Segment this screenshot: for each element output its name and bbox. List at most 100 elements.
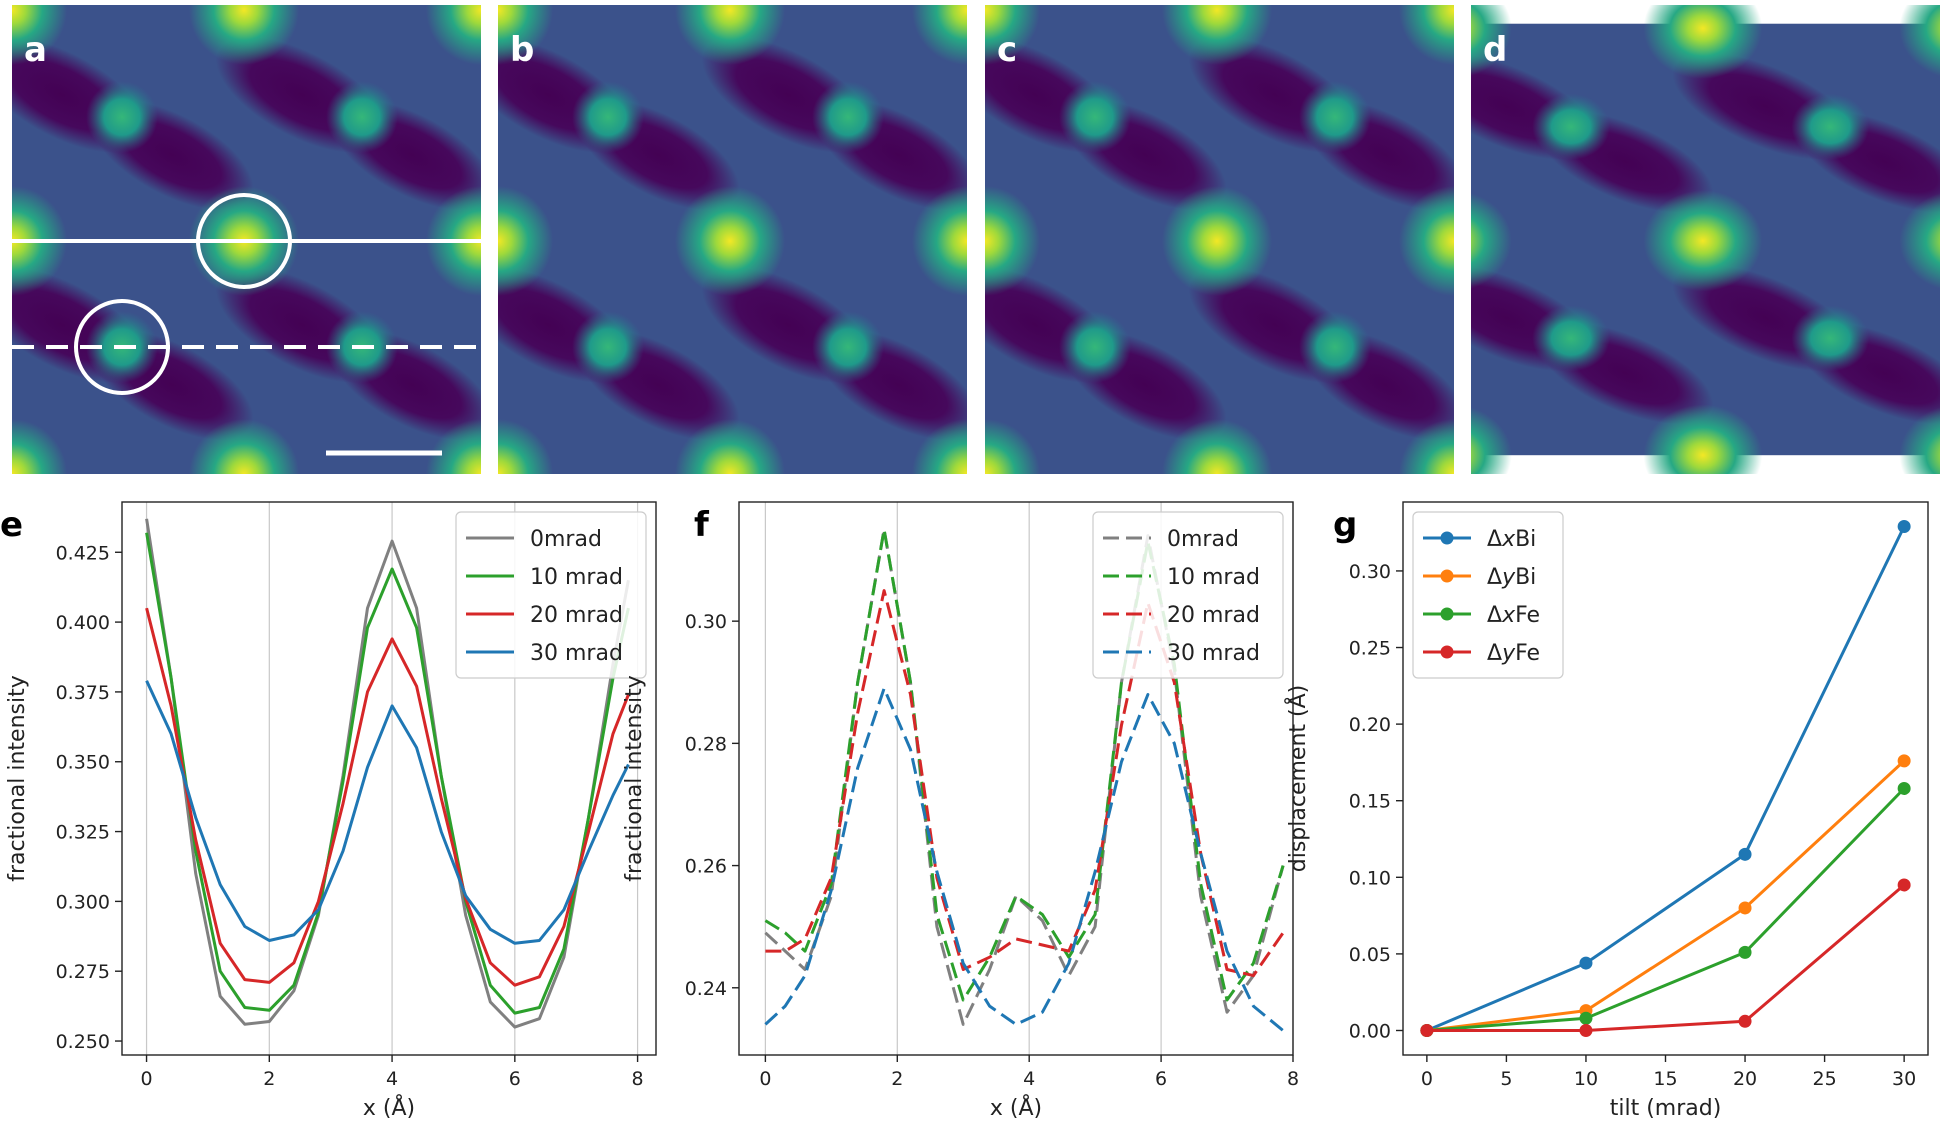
legend: 0mrad 10 mrad 20 mrad 30 mrad bbox=[1092, 511, 1284, 679]
series-line-3 bbox=[1426, 883, 1906, 1032]
legend-label: 20 mrad bbox=[1167, 603, 1260, 628]
legend-label-var: x bbox=[1501, 527, 1516, 552]
series-line-0 bbox=[1426, 525, 1906, 1032]
series-line-3 bbox=[764, 686, 1285, 1032]
x-axis-label: x (Å) bbox=[363, 1094, 415, 1121]
y-tick-label: 0.25 bbox=[1349, 638, 1391, 660]
x-tick-label: 25 bbox=[1812, 1068, 1836, 1090]
data-point bbox=[1738, 1014, 1752, 1028]
legend-label: ΔyBi bbox=[1487, 565, 1536, 590]
legend-label-suffix: Fe bbox=[1515, 603, 1540, 628]
x-axis-label: x (Å) bbox=[990, 1094, 1042, 1121]
x-tick-label: 2 bbox=[263, 1068, 275, 1090]
legend-box bbox=[1092, 511, 1284, 679]
data-point bbox=[1897, 520, 1911, 534]
image-panel-a: a bbox=[12, 5, 481, 474]
legend-label: 0mrad bbox=[530, 527, 602, 552]
x-tick-label: 4 bbox=[386, 1068, 398, 1090]
y-tick-label: 0.375 bbox=[56, 682, 110, 704]
intensity-map-a bbox=[12, 5, 481, 474]
legend-label-prefix: Δ bbox=[1487, 527, 1502, 552]
y-axis-label: fractional intensity bbox=[5, 675, 30, 881]
series-line-2 bbox=[145, 607, 630, 987]
x-tick-label: 0 bbox=[141, 1068, 153, 1090]
series-line-1 bbox=[145, 532, 630, 1015]
x-tick-label: 6 bbox=[509, 1068, 521, 1090]
y-tick-label: 0.325 bbox=[56, 822, 110, 844]
legend-label: 30 mrad bbox=[530, 641, 623, 666]
chart-e: 0 2 4 6 8 0.250 0.275 0.300 0.325 0.350 0.375 0.400… bbox=[5, 501, 657, 1121]
x-tick-label: 8 bbox=[1287, 1068, 1299, 1090]
x-tick-label: 30 bbox=[1892, 1068, 1916, 1090]
legend-label: ΔxFe bbox=[1487, 603, 1540, 628]
panel-label-a: a bbox=[24, 30, 47, 70]
y-tick-label: 0.425 bbox=[56, 542, 110, 564]
legend-label: 30 mrad bbox=[1167, 641, 1260, 666]
x-tick-label: 15 bbox=[1653, 1068, 1677, 1090]
image-panel-c: c bbox=[985, 5, 1454, 474]
legend-label-prefix: Δ bbox=[1487, 565, 1502, 590]
panel-label-g: g bbox=[1333, 505, 1358, 545]
x-tick-label: 2 bbox=[891, 1068, 903, 1090]
image-panel-d: d bbox=[1471, 5, 1940, 474]
panel-label-c: c bbox=[997, 30, 1018, 70]
y-tick-label: 0.24 bbox=[685, 978, 727, 1000]
y-tick-label: 0.400 bbox=[56, 612, 110, 634]
legend-label-prefix: Δ bbox=[1487, 603, 1502, 628]
y-tick-label: 0.10 bbox=[1349, 867, 1391, 889]
y-tick-label: 0.300 bbox=[56, 891, 110, 913]
x-axis-label: tilt (mrad) bbox=[1610, 1096, 1722, 1121]
data-point bbox=[1897, 754, 1911, 768]
chart-g: 0 5 10 15 20 25 30 0.00 0.05 0.10 0.15 0.20 0.25 0.30… bbox=[1284, 501, 1929, 1121]
legend-label: ΔxBi bbox=[1487, 527, 1536, 552]
data-point bbox=[1579, 1023, 1593, 1037]
legend-label-var: x bbox=[1501, 603, 1516, 628]
x-tick-label: 10 bbox=[1574, 1068, 1598, 1090]
legend-label: ΔyFe bbox=[1487, 641, 1540, 666]
data-point bbox=[1897, 781, 1911, 795]
x-tick-label: 20 bbox=[1733, 1068, 1757, 1090]
legend-marker bbox=[1440, 645, 1454, 659]
data-point bbox=[1897, 878, 1911, 892]
y-tick-label: 0.15 bbox=[1349, 791, 1391, 813]
chart-f: 0 2 4 6 8 0.24 0.26 0.28 0.30 x (Å) fractional int… bbox=[622, 501, 1299, 1121]
x-tick-label: 0 bbox=[1421, 1068, 1433, 1090]
legend-box bbox=[455, 511, 647, 679]
legend-box bbox=[1412, 511, 1564, 679]
y-tick-label: 0.250 bbox=[56, 1031, 110, 1053]
legend-label: 20 mrad bbox=[530, 603, 623, 628]
data-point bbox=[1579, 956, 1593, 970]
legend-label-suffix: Bi bbox=[1515, 527, 1536, 552]
legend-marker bbox=[1440, 531, 1454, 545]
y-tick-label: 0.28 bbox=[685, 733, 727, 755]
y-tick-label: 0.05 bbox=[1349, 944, 1391, 966]
legend-label-suffix: Fe bbox=[1515, 641, 1540, 666]
legend: 0mrad 10 mrad 20 mrad 30 mrad bbox=[455, 511, 647, 679]
panel-label-f: f bbox=[694, 505, 709, 545]
legend-label-var: y bbox=[1501, 641, 1516, 666]
y-tick-label: 0.20 bbox=[1349, 714, 1391, 736]
series-line-3 bbox=[145, 680, 630, 945]
legend-marker bbox=[1440, 569, 1454, 583]
y-tick-label: 0.30 bbox=[685, 611, 727, 633]
bi-column-circle bbox=[196, 193, 292, 289]
series-line-0 bbox=[145, 518, 630, 1029]
legend-label-prefix: Δ bbox=[1487, 641, 1502, 666]
y-axis-label: displacement (Å) bbox=[1284, 685, 1311, 872]
legend-marker bbox=[1440, 607, 1454, 621]
data-point bbox=[1738, 945, 1752, 959]
y-tick-label: 0.350 bbox=[56, 752, 110, 774]
legend-label: 10 mrad bbox=[1167, 565, 1260, 590]
axes-frame bbox=[121, 501, 657, 1056]
data-point bbox=[1738, 901, 1752, 915]
series-line-2 bbox=[765, 589, 1285, 978]
y-tick-label: 0.275 bbox=[56, 961, 110, 983]
y-tick-label: 0.26 bbox=[685, 856, 727, 878]
y-tick-label: 0.00 bbox=[1349, 1020, 1391, 1042]
panel-label-b: b bbox=[510, 30, 535, 70]
x-tick-label: 5 bbox=[1500, 1068, 1512, 1090]
series-line-1 bbox=[1426, 759, 1906, 1032]
x-tick-label: 4 bbox=[1023, 1068, 1035, 1090]
